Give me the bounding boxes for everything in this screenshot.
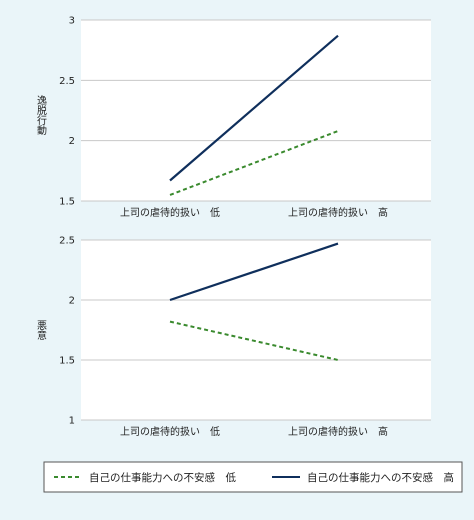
y-tick-label: 2.5	[59, 76, 75, 87]
plot-area	[81, 20, 431, 201]
y-tick-label: 1.5	[59, 356, 75, 367]
y-tick-label: 1	[69, 416, 75, 427]
chart-panel: 1.5 2 2.5 3 上司の虐待的扱い 低 上司の虐待的扱い 高 逸脱行動	[35, 16, 431, 219]
legend: 自己の仕事能力への不安感 低 自己の仕事能力への不安感 高	[43, 461, 463, 493]
chart-panel: 1 1.5 2 2.5 上司の虐待的扱い 低 上司の虐待的扱い 高 悪意	[35, 236, 431, 438]
x-tick-label: 上司の虐待的扱い 高	[288, 206, 388, 219]
y-tick-label: 2	[69, 296, 75, 307]
x-tick-label: 上司の虐待的扱い 高	[288, 425, 388, 438]
series-line-anxiety-high	[169, 242, 339, 302]
series-line-anxiety-low	[169, 130, 339, 196]
x-tick-label: 上司の虐待的扱い 低	[120, 206, 220, 219]
legend-box	[43, 461, 463, 493]
y-tick-label: 3	[69, 16, 75, 27]
x-tick-label: 上司の虐待的扱い 低	[120, 425, 220, 438]
charts-group: 1.522.53上司の虐待的扱い 低上司の虐待的扱い 高逸脱行動11.522.5…	[35, 16, 431, 438]
y-tick-label: 1.5	[59, 197, 75, 208]
y-tick-label: 2	[69, 136, 75, 147]
series-line-anxiety-low	[169, 320, 339, 361]
legend-label: 自己の仕事能力への不安感 低	[89, 471, 236, 484]
y-axis-label: 逸脱行動	[35, 95, 47, 136]
plot-area	[81, 240, 431, 420]
y-tick-label: 2.5	[59, 236, 75, 247]
legend-label: 自己の仕事能力への不安感 高	[307, 471, 454, 484]
series-line-anxiety-high	[169, 34, 339, 182]
y-axis-label: 悪意	[35, 320, 47, 340]
